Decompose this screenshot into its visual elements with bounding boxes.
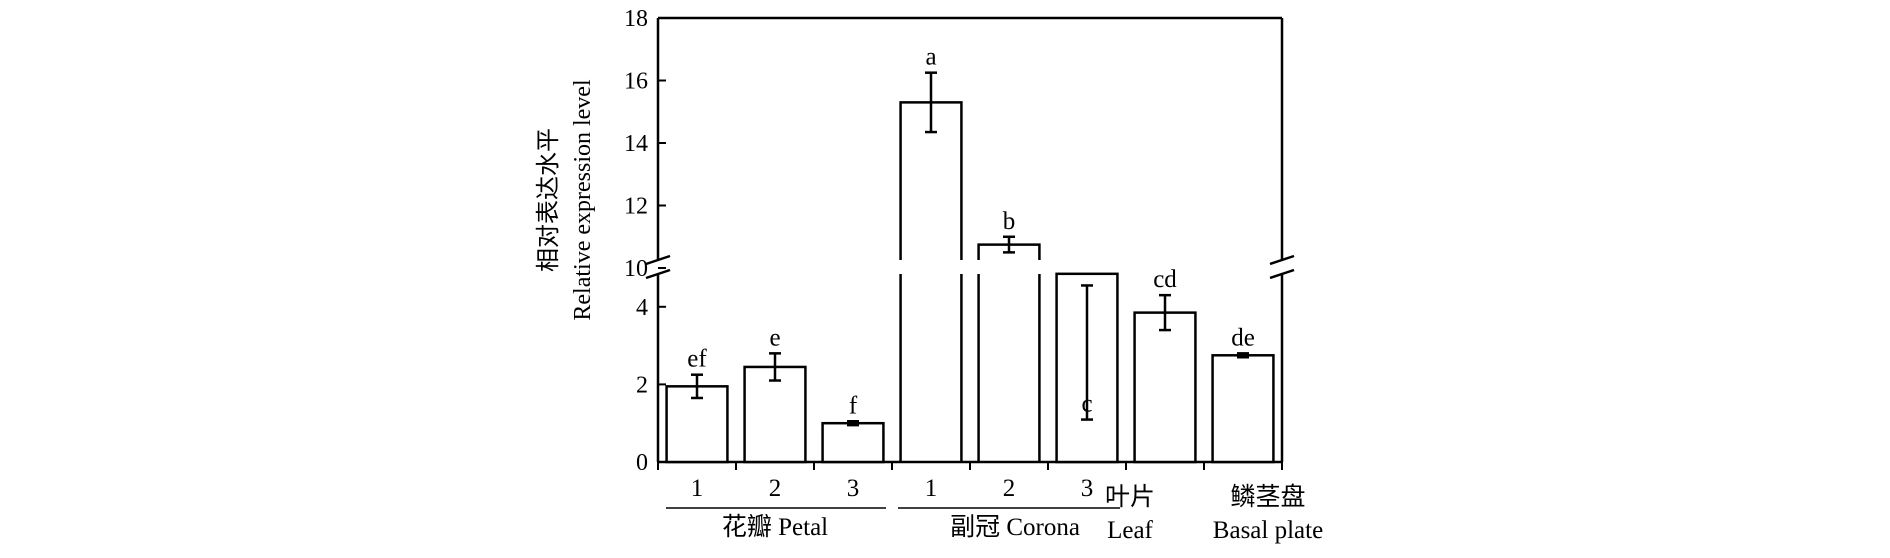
y-tick-label: 2 [636, 372, 648, 398]
axes [645, 16, 1295, 464]
axis-break-mark [645, 268, 671, 280]
group-label-leaf-en: Leaf [1107, 517, 1153, 544]
bar [977, 243, 1041, 462]
bar [1133, 311, 1197, 464]
group-label-basal-plate-zh: 鳞茎盘 [1230, 483, 1305, 511]
group-label-corona: 副冠 Corona [950, 514, 1080, 541]
bar [899, 101, 963, 462]
x-tick-label: 2 [1003, 475, 1016, 502]
significance-letter: e [769, 324, 780, 351]
y-axis-label-english: Relative expression level [570, 79, 596, 321]
y-tick-label: 0 [636, 450, 648, 476]
axis-break-mark [1269, 254, 1295, 266]
group-label-petal: 花瓣 Petal [722, 513, 828, 541]
significance-letter: b [1003, 208, 1016, 235]
significance-letter: ef [687, 346, 707, 373]
x-tick-label: 3 [847, 475, 860, 502]
x-tick-label: 2 [769, 475, 782, 502]
group-label-basal-plate-en: Basal plate [1213, 517, 1323, 544]
significance-letter: a [925, 44, 936, 71]
significance-letter: f [849, 392, 858, 419]
y-tick-label: 10 [624, 256, 648, 282]
y-tick-label: 12 [624, 194, 648, 220]
significance-letter: cd [1153, 266, 1177, 293]
x-tick-label: 1 [691, 475, 704, 502]
y-tick-label: 4 [636, 295, 648, 321]
x-tick-label: 1 [925, 475, 938, 502]
x-tick-label: 3 [1081, 475, 1094, 502]
significance-letter: c [1081, 391, 1092, 418]
axis-break-mark [1269, 268, 1295, 280]
y-axis-label-chinese: 相对表达水平 [535, 128, 562, 272]
y-tick-label: 16 [624, 69, 648, 95]
y-tick-label: 14 [624, 131, 648, 157]
bar [1211, 354, 1275, 464]
significance-letter: de [1231, 324, 1255, 351]
axis-break-mark [645, 254, 671, 266]
y-ticks: 0 2 4 10 12 14 16 18 [624, 6, 666, 476]
x-labels: 1 2 3 1 2 3 [657, 462, 1283, 509]
bar [821, 421, 885, 464]
y-tick-label: 18 [624, 6, 648, 32]
group-label-leaf-zh: 叶片 [1105, 483, 1155, 511]
bar [743, 365, 807, 464]
